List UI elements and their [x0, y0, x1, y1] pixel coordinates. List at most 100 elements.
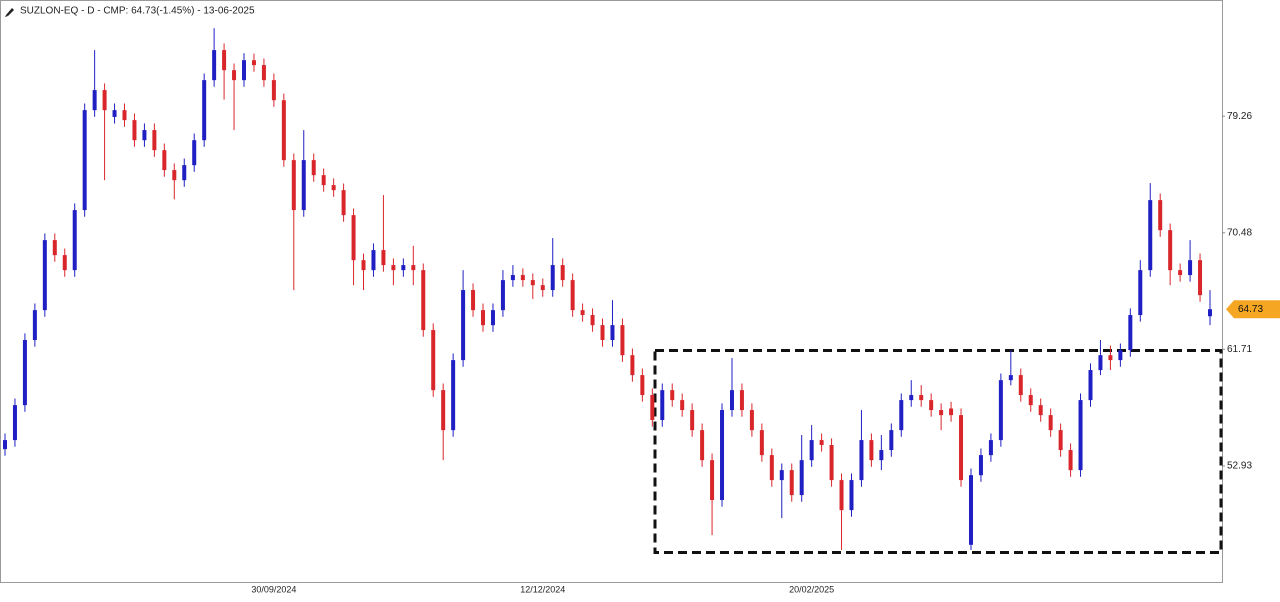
candle-body [451, 360, 456, 431]
candle-body [729, 390, 734, 411]
candle-body [132, 120, 137, 141]
candle-body [421, 270, 426, 331]
candle-body [331, 185, 336, 191]
candle-body [849, 480, 854, 511]
candle-body [909, 395, 914, 401]
candle-body [152, 130, 157, 151]
candle-body [520, 275, 525, 281]
candle-body [1048, 415, 1053, 431]
candle-body [1158, 200, 1163, 231]
candle-body [291, 160, 296, 211]
candle-body [570, 280, 575, 311]
candle-body [510, 275, 515, 281]
candle-body [869, 440, 874, 461]
candle-body [1168, 230, 1173, 271]
candle-body [819, 440, 824, 446]
candle-body [959, 415, 964, 481]
x-tick-label: 30/09/2024 [251, 584, 296, 594]
price-tag-label: 64.73 [1238, 304, 1263, 315]
candle-body [192, 140, 197, 166]
candle-body [1008, 375, 1013, 381]
range-box [653, 349, 1223, 554]
candle-body [391, 265, 396, 271]
candle-body [22, 340, 27, 406]
candle-body [690, 410, 695, 431]
candle-body [371, 250, 376, 271]
candle-body [630, 355, 635, 376]
candle-body [839, 480, 844, 511]
x-tick-label: 12/12/2024 [520, 584, 565, 594]
candle-body [3, 440, 7, 450]
plot-frame [0, 0, 1223, 583]
candle-body [92, 90, 97, 111]
candle-body [1018, 375, 1023, 396]
candle-body [341, 190, 346, 216]
y-tick-label: 79.26 [1227, 111, 1252, 122]
candle-body [540, 285, 545, 291]
candle-body [759, 430, 764, 456]
candle-body [660, 390, 665, 421]
candle-body [182, 165, 187, 181]
candle-body [411, 265, 416, 271]
candle-body [700, 430, 705, 461]
candle-body [1208, 309, 1212, 317]
title-icon [5, 8, 14, 17]
candle-body [710, 460, 715, 501]
candle-body [530, 280, 535, 286]
candle-body [1128, 315, 1133, 351]
candle-body [361, 260, 366, 271]
candle-body [271, 80, 276, 101]
candle-body [550, 265, 555, 291]
candle-body [1108, 355, 1113, 361]
candle-body [261, 65, 266, 81]
candle-body [122, 110, 127, 121]
candle-body [490, 310, 495, 326]
candle-body [381, 250, 386, 266]
candle-body [1028, 395, 1033, 406]
candle-body [321, 175, 326, 186]
candle-body [600, 325, 605, 341]
candle-body [789, 470, 794, 496]
candle-body [809, 440, 814, 461]
candle-body [1098, 355, 1103, 371]
candle-body [72, 210, 77, 271]
candle-body [779, 470, 784, 481]
candle-body [232, 70, 237, 81]
candle-body [222, 50, 227, 71]
candle-body [640, 375, 645, 396]
candle-body [52, 240, 57, 256]
candle-body [1078, 400, 1083, 471]
candle-body [242, 60, 247, 81]
candle-body [1178, 270, 1183, 276]
y-tick-label: 70.48 [1227, 227, 1252, 238]
candle-body [968, 475, 973, 545]
candle-body [998, 380, 1003, 441]
candle-body [82, 110, 87, 211]
candle-body [670, 390, 675, 401]
candle-body [769, 455, 774, 481]
candle-body [1138, 270, 1143, 316]
candle-body [1188, 260, 1193, 276]
candle-body [978, 455, 983, 476]
x-tick-label: 20/02/2025 [789, 584, 834, 594]
candle-body [829, 445, 834, 481]
chart-title: SUZLON-EQ - D - CMP: 64.73(-1.45%) - 13-… [20, 6, 255, 17]
candle-body [471, 290, 476, 311]
candle-body [62, 255, 67, 271]
candle-body [481, 310, 486, 326]
candle-body [859, 440, 864, 481]
candle-body [610, 325, 615, 341]
candle-body [281, 100, 286, 161]
price-tag [1226, 300, 1280, 319]
candle-body [351, 215, 356, 261]
candle-body [102, 90, 107, 111]
candle-body [580, 310, 585, 316]
candle-body [301, 160, 306, 211]
candle-body [1198, 260, 1203, 296]
candle-body [1118, 350, 1123, 361]
candle-body [431, 330, 436, 391]
y-tick-label: 52.93 [1227, 461, 1252, 472]
candle-body [202, 80, 207, 141]
